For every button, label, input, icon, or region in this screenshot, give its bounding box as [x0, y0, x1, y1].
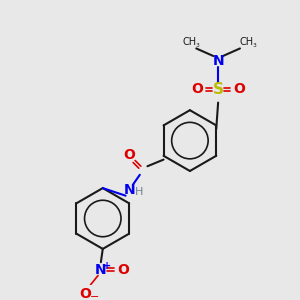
Text: H: H	[135, 187, 143, 197]
Text: $_3$: $_3$	[251, 41, 257, 50]
Text: N: N	[95, 263, 107, 277]
Text: O: O	[118, 263, 130, 277]
Text: −: −	[89, 292, 99, 300]
Text: O: O	[80, 286, 92, 300]
Text: S: S	[213, 82, 224, 97]
Text: N: N	[124, 183, 135, 197]
Text: O: O	[123, 148, 135, 162]
Text: $_3$: $_3$	[194, 41, 200, 50]
Text: +: +	[103, 261, 112, 271]
Text: O: O	[191, 82, 203, 96]
Text: CH: CH	[183, 37, 197, 47]
Text: N: N	[212, 54, 224, 68]
Text: CH: CH	[240, 37, 254, 47]
Text: O: O	[233, 82, 245, 96]
